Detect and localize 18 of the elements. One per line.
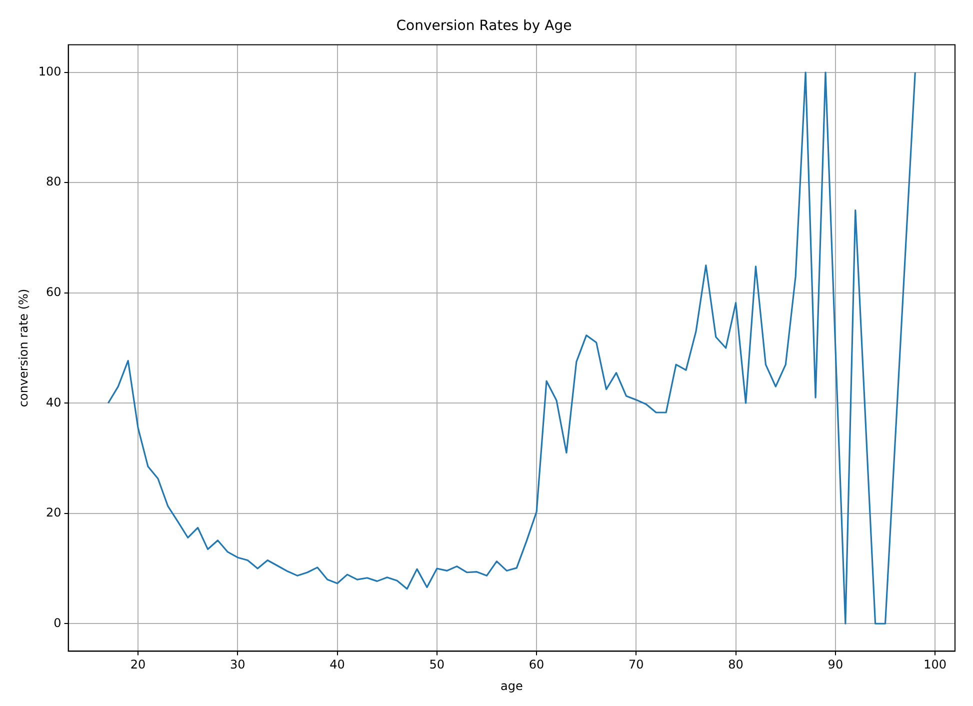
x-tick-label: 100 bbox=[924, 658, 947, 672]
chart-title: Conversion Rates by Age bbox=[396, 18, 572, 34]
y-axis-title: conversion rate (%) bbox=[16, 288, 30, 408]
x-tick-label: 90 bbox=[828, 658, 844, 672]
x-tick-label: 80 bbox=[728, 658, 744, 672]
y-tick-label: 20 bbox=[46, 506, 62, 520]
x-tick-label: 30 bbox=[230, 658, 246, 672]
y-tick-label: 100 bbox=[38, 64, 62, 78]
x-tick-label: 60 bbox=[528, 658, 544, 672]
x-tick-label: 20 bbox=[130, 658, 146, 672]
x-tick-label: 50 bbox=[429, 658, 445, 672]
x-tick-label: 40 bbox=[330, 658, 345, 672]
y-tick-label: 60 bbox=[46, 285, 62, 299]
y-tick-label: 40 bbox=[46, 395, 62, 410]
y-tick-label: 80 bbox=[46, 174, 62, 189]
x-tick-label: 70 bbox=[628, 658, 644, 672]
x-axis-title: age bbox=[500, 678, 523, 693]
y-tick-label: 0 bbox=[54, 616, 62, 630]
